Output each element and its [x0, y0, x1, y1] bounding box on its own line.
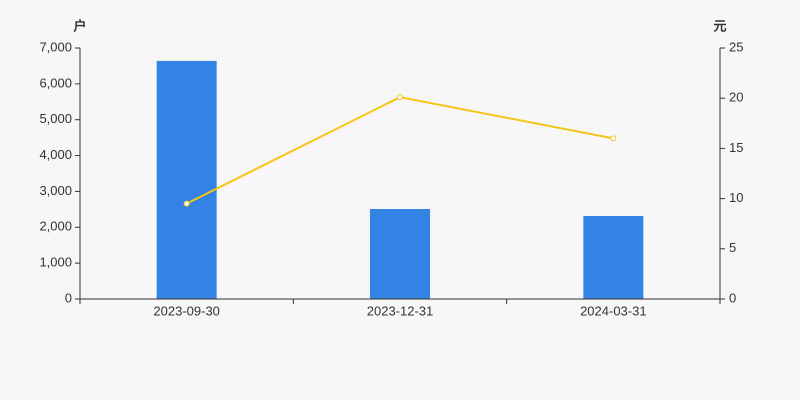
y2-tick-label: 15 [729, 140, 743, 155]
y-tick-label: 0 [65, 290, 72, 305]
y2-tick-label: 0 [729, 290, 736, 305]
y-tick-label: 1,000 [39, 255, 72, 270]
x-tick-label: 2024-03-31 [580, 303, 647, 318]
y2-tick-label: 25 [729, 39, 743, 54]
x-tick-label: 2023-12-31 [367, 303, 434, 318]
y2-tick-label: 5 [729, 240, 736, 255]
y-axis-label: 户 [73, 18, 86, 33]
y-tick-label: 7,000 [39, 39, 72, 54]
bar [583, 215, 644, 299]
line-point [183, 200, 190, 207]
y2-axis-label: 元 [713, 18, 726, 33]
y2-tick-label: 20 [729, 90, 743, 105]
y-tick-label: 2,000 [39, 219, 72, 234]
line-point [397, 94, 403, 101]
y-tick-label: 6,000 [39, 75, 72, 90]
y-tick-label: 3,000 [39, 183, 72, 198]
bar [156, 60, 217, 300]
y-tick-label: 4,000 [39, 147, 72, 162]
line-point [610, 135, 617, 142]
x-tick-label: 2023-09-30 [153, 303, 220, 318]
bar [370, 208, 430, 299]
y2-tick-label: 10 [729, 190, 743, 205]
y-tick-label: 5,000 [39, 111, 72, 126]
